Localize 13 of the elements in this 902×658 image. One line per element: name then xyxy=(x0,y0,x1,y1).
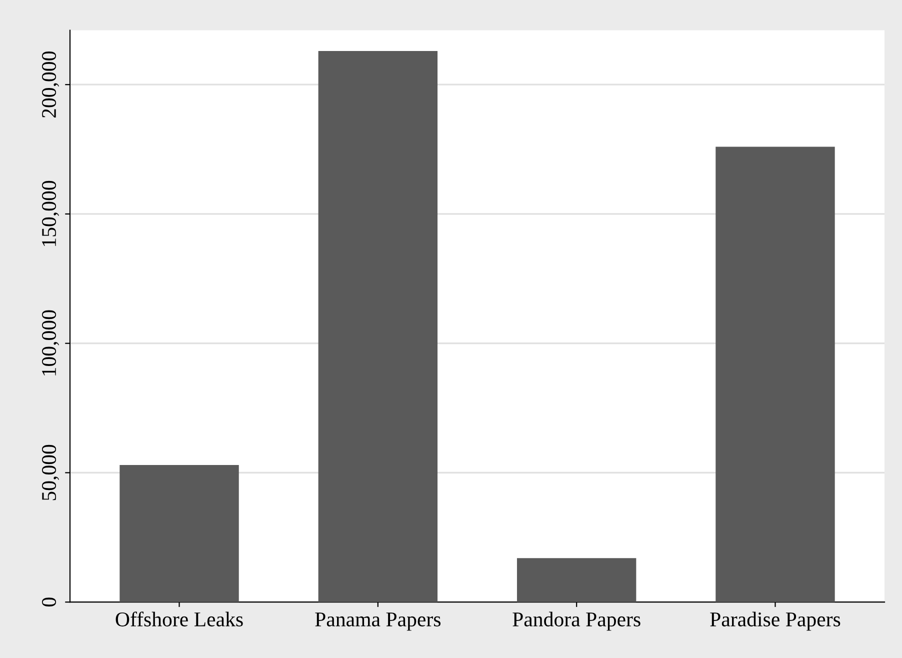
y-tick-label: 0 xyxy=(42,598,56,606)
y-tick-label: 150,000 xyxy=(42,180,60,246)
bar xyxy=(318,50,438,602)
x-tick-label: Offshore Leaks xyxy=(116,612,243,626)
x-tick-label: Panama Papers xyxy=(315,612,441,631)
x-tick-label: Pandora Papers xyxy=(512,612,640,631)
y-tick-label: 50,000 xyxy=(42,444,60,500)
x-tick-label: Paradise Papers xyxy=(710,612,840,631)
bar xyxy=(516,558,636,602)
bar xyxy=(120,464,239,602)
y-tick-label: 100,000 xyxy=(42,310,60,376)
bar xyxy=(716,146,835,602)
y-tick-label: 200,000 xyxy=(42,52,60,118)
